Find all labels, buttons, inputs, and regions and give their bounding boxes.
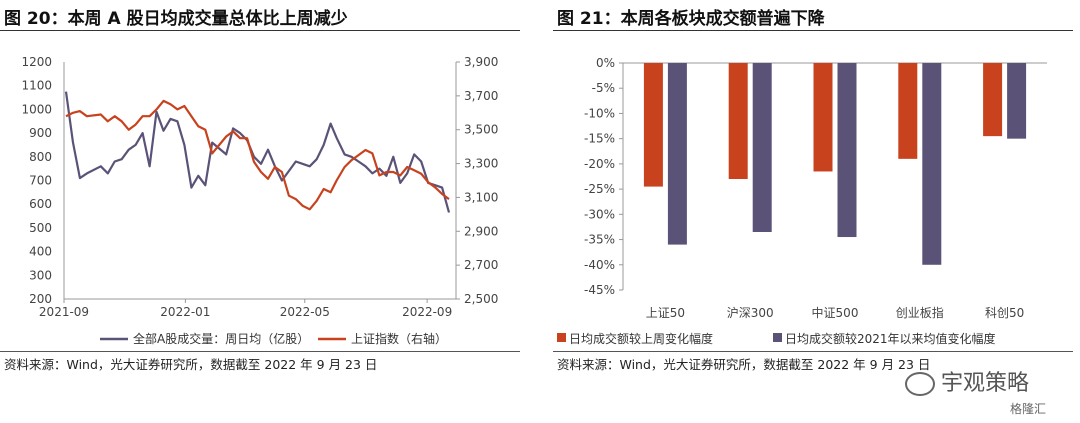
bar-2-3 (837, 63, 857, 238)
left-y-tick-label: 1100 (21, 79, 52, 93)
legend-label-2: 日均成交额较2021年以来均值变化幅度 (785, 331, 996, 346)
watermark-logo: 宇观策略 (905, 365, 1029, 397)
category-label: 沪深300 (727, 306, 774, 320)
line-series-2 (65, 99, 450, 211)
left-y-tick-label: 800 (29, 150, 52, 164)
bar-2-5 (1007, 63, 1027, 139)
left-source-note: 资料来源：Wind，光大证券研究所，数据截至 2022 年 9 月 23 日 (4, 357, 378, 372)
left-y-tick-label: 300 (29, 268, 52, 282)
bar-1-1 (643, 63, 663, 187)
left-title-rule (0, 30, 520, 31)
wechat-icon (905, 372, 935, 396)
bar-1-4 (898, 63, 918, 159)
left-source-rule (0, 351, 520, 352)
right-y-tick-label: 2,700 (464, 258, 498, 272)
left-y-tick-label: 1200 (21, 55, 52, 69)
right-source-note: 资料来源：Wind，光大证券研究所，数据截至 2022 年 9 月 23 日 (557, 357, 931, 372)
right-chart-title: 图 21：本周各板块成交额普遍下降 (557, 9, 825, 29)
left-y-tick-label: 200 (29, 292, 52, 306)
left-y-tick-label: 900 (29, 126, 52, 140)
watermark-text: 宇观策略 (941, 371, 1030, 396)
left-y-tick-label: 600 (29, 197, 52, 211)
category-label: 中证500 (812, 305, 859, 320)
y-tick-label: -20% (584, 157, 615, 171)
left-y-tick-label: 700 (29, 174, 52, 188)
x-tick-label: 2021-09 (39, 305, 89, 319)
left-y-tick-label: 400 (29, 245, 52, 259)
bar-2-1 (667, 63, 687, 245)
right-y-tick-label: 3,900 (464, 55, 498, 69)
y-tick-label: -30% (584, 207, 615, 221)
left-y-tick-label: 1000 (21, 102, 52, 116)
right-source-rule (553, 351, 1073, 352)
right-title-rule (553, 30, 1073, 31)
bar-chart: 0% -5% -10% -15% -20% -25% -30% -35% -40% -45% 上证5… (557, 56, 1047, 346)
y-tick-label: -45% (584, 283, 615, 297)
bar-1-5 (983, 63, 1003, 137)
left-y-tick-label: 500 (29, 221, 52, 235)
category-label: 上证50 (646, 306, 685, 320)
y-tick-label: -25% (584, 182, 615, 196)
line-chart: 200 300 400 500 600 700 800 900 1000 1100 1200 2,50… (21, 55, 498, 346)
line-series-1 (64, 91, 451, 213)
bar-1-3 (813, 63, 833, 172)
x-tick-label: 2022-05 (280, 305, 330, 319)
bar-2-4 (922, 63, 942, 265)
y-tick-label: 0% (596, 56, 615, 70)
legend-label-1: 全部A股成交量：周日均（亿股） (133, 331, 309, 346)
legend-label-1: 日均成交额较上周变化幅度 (569, 331, 713, 346)
right-y-tick-label: 3,300 (464, 157, 498, 171)
y-tick-label: -40% (584, 258, 615, 272)
x-tick-label: 2022-01 (160, 305, 210, 319)
x-tick-label: 2022-09 (402, 305, 452, 319)
right-y-tick-label: 2,900 (464, 224, 498, 238)
bar-2-2 (752, 63, 772, 232)
legend-swatch-1 (557, 333, 566, 342)
right-y-tick-label: 3,100 (464, 190, 498, 204)
legend-label-2: 上证指数（右轴） (351, 331, 447, 346)
bar-1-2 (728, 63, 748, 180)
right-y-tick-label: 3,500 (464, 123, 498, 137)
category-label: 科创50 (985, 306, 1024, 320)
category-label: 创业板指 (896, 305, 944, 320)
y-tick-label: -15% (584, 132, 615, 146)
right-y-tick-label: 3,700 (464, 89, 498, 103)
y-tick-label: -10% (584, 106, 615, 120)
watermark-sub: 格隆汇 (1010, 402, 1047, 416)
y-tick-label: -5% (592, 81, 615, 95)
left-chart-title: 图 20：本周 A 股日均成交量总体比上周减少 (4, 9, 348, 29)
legend-swatch-2 (773, 333, 782, 342)
y-tick-label: -35% (584, 233, 615, 247)
right-y-tick-label: 2,500 (464, 292, 498, 306)
